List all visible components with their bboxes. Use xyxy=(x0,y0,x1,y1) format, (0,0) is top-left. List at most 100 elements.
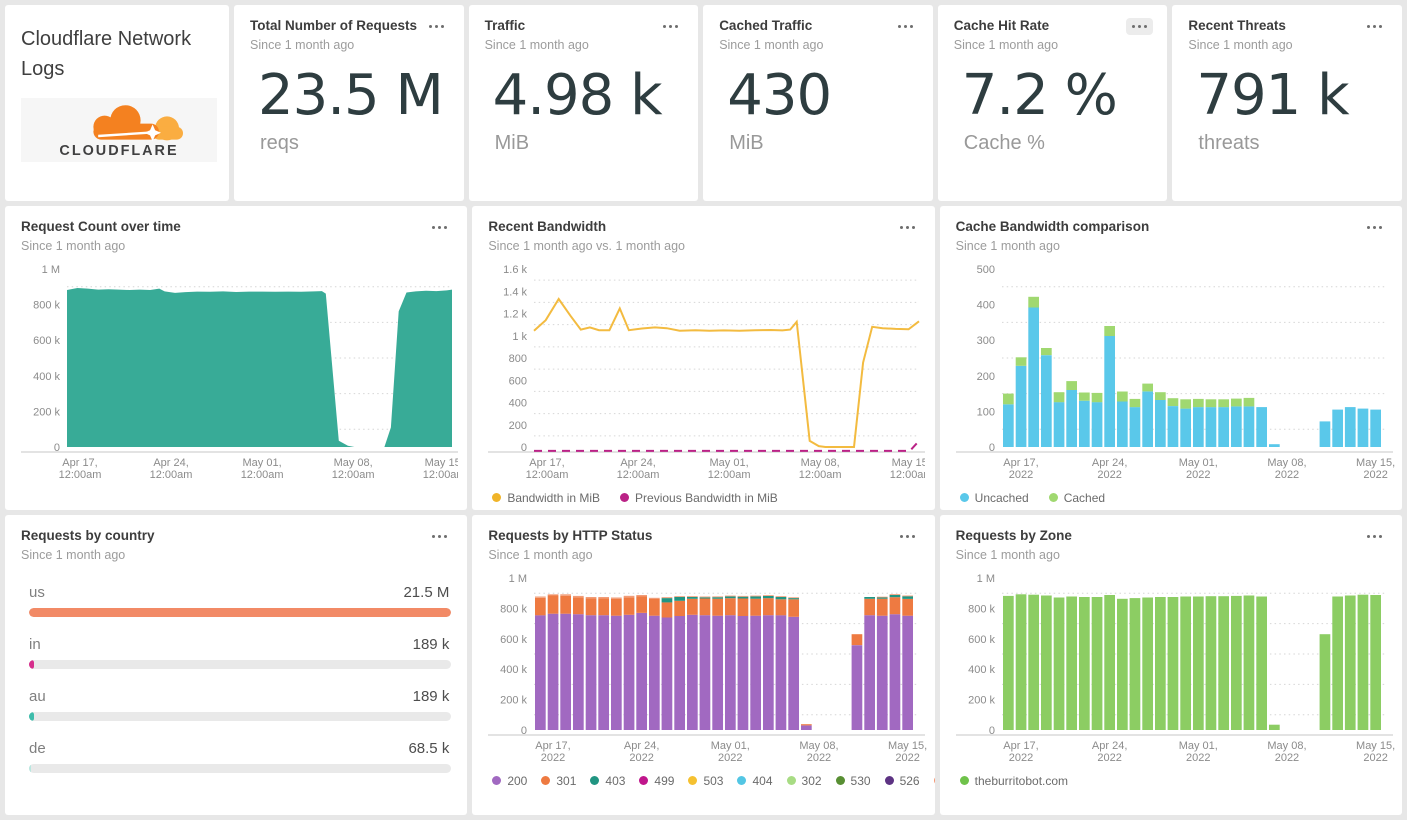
legend-item[interactable]: 526 xyxy=(884,773,920,788)
legend-item[interactable]: Bandwidth in MiB xyxy=(492,491,600,505)
more-options-icon[interactable] xyxy=(426,528,453,545)
legend-item[interactable]: theburritobot.com xyxy=(959,773,1069,788)
legend-item[interactable]: 301 xyxy=(541,774,576,788)
legend-item[interactable]: 530 xyxy=(835,774,871,788)
bar-segment xyxy=(611,598,623,616)
legend-item[interactable]: 499 xyxy=(639,774,674,788)
svg-text:2022: 2022 xyxy=(1274,469,1298,481)
panel-subtitle: Since 1 month ago xyxy=(488,547,593,562)
bar-segment xyxy=(1243,406,1254,447)
legend-dot xyxy=(492,493,502,503)
panel-subtitle: Since 1 month ago xyxy=(21,238,126,253)
svg-text:2022: 2022 xyxy=(1363,469,1387,481)
bar-segment xyxy=(699,597,711,599)
legend-item[interactable]: 200 xyxy=(492,774,527,788)
bar-segment xyxy=(1230,595,1242,730)
bar-segment xyxy=(661,597,673,598)
cloudflare-logo-image: CLOUDFLARE xyxy=(59,105,183,158)
more-options-icon[interactable] xyxy=(1126,18,1154,35)
legend-dot xyxy=(541,776,551,786)
legend-item[interactable]: 302 xyxy=(786,774,822,788)
more-options-icon[interactable] xyxy=(894,219,921,236)
legend-dot xyxy=(590,776,600,786)
cloudflare-logo-text: CLOUDFLARE xyxy=(59,143,178,158)
svg-text:Apr 24,: Apr 24, xyxy=(1092,457,1127,469)
legend-label: theburritobot.com xyxy=(974,773,1069,788)
svg-text:May 15,: May 15, xyxy=(425,457,458,469)
bar-segment xyxy=(1192,596,1204,730)
more-options-icon[interactable] xyxy=(1361,18,1388,35)
bar-segment xyxy=(763,595,775,599)
legend-label: 503 xyxy=(703,773,724,788)
cache-bandwidth-legend: Uncached Cached xyxy=(959,491,1392,505)
legend-item[interactable]: Cached xyxy=(1048,491,1105,505)
bar-segment xyxy=(674,596,686,597)
bar-segment xyxy=(1129,597,1140,730)
bar-segment xyxy=(1040,355,1052,447)
bar-segment xyxy=(1217,406,1229,447)
legend-dot xyxy=(959,776,969,786)
country-row-au: au 189 k xyxy=(21,687,452,721)
bar-segment xyxy=(889,593,901,595)
bar-segment xyxy=(1205,596,1216,730)
bar-segment xyxy=(877,596,888,598)
legend-label: 526 xyxy=(899,773,920,788)
bar-segment xyxy=(636,612,648,730)
bar-segment xyxy=(535,596,547,598)
svg-text:Apr 17,: Apr 17, xyxy=(1003,457,1038,469)
country-bar-fill xyxy=(29,711,35,721)
legend-label: 200 xyxy=(507,773,528,788)
bar-segment xyxy=(902,598,914,616)
country-bar-track xyxy=(29,607,452,617)
bar-segment xyxy=(737,615,749,730)
bar-segment xyxy=(750,615,762,730)
bar-segment xyxy=(548,594,559,596)
svg-text:600 k: 600 k xyxy=(968,634,995,646)
stat-unit: MiB xyxy=(494,131,530,154)
more-options-icon[interactable] xyxy=(892,18,919,35)
panel-cache-bandwidth: Cache Bandwidth comparison Since 1 month… xyxy=(939,206,1402,510)
legend-item[interactable]: 404 xyxy=(737,774,773,788)
more-options-icon[interactable] xyxy=(1361,528,1388,545)
svg-text:1.2 k: 1.2 k xyxy=(503,308,527,320)
bar-segment xyxy=(1091,401,1103,447)
bar-segment xyxy=(725,595,737,597)
legend-item[interactable]: 403 xyxy=(590,774,625,788)
more-options-icon[interactable] xyxy=(1361,219,1388,236)
country-value: 189 k xyxy=(412,687,450,705)
bar-segment xyxy=(851,645,863,730)
bar-segment xyxy=(560,595,572,614)
bar-segment xyxy=(1027,307,1039,447)
bar-segment xyxy=(763,598,775,616)
legend-item[interactable]: Uncached xyxy=(959,491,1029,505)
legend-item[interactable]: Previous Bandwidth in MiB xyxy=(620,491,778,505)
bar-segment xyxy=(548,595,559,614)
more-options-icon[interactable] xyxy=(426,219,453,236)
panel-title: Recent Bandwidth xyxy=(488,219,607,234)
legend-item[interactable]: 503 xyxy=(688,774,723,788)
area-series xyxy=(67,287,452,447)
more-options-icon[interactable] xyxy=(657,18,684,35)
bandwidth-legend: Bandwidth in MiB Previous Bandwidth in Mi… xyxy=(492,491,924,505)
more-options-icon[interactable] xyxy=(894,528,921,545)
bar-segment xyxy=(864,598,876,616)
bar-segment xyxy=(1357,594,1368,730)
bar-segment xyxy=(636,594,648,597)
stat-value: 791 k xyxy=(1196,62,1349,128)
svg-text:2022: 2022 xyxy=(1186,752,1210,764)
bar-segment xyxy=(737,596,749,599)
svg-text:1.6 k: 1.6 k xyxy=(503,264,527,276)
bar-segment xyxy=(737,598,749,616)
more-options-icon[interactable] xyxy=(423,18,450,35)
svg-text:200 k: 200 k xyxy=(500,694,527,706)
panel-subtitle: Since 1 month ago xyxy=(719,37,824,52)
http-status-legend: 200 301 403 499 503 404 302 530 526 524 xyxy=(492,773,935,788)
svg-text:12:00am: 12:00am xyxy=(150,469,193,481)
legend-item[interactable]: 524 xyxy=(933,774,935,788)
bar-segment xyxy=(687,596,699,599)
svg-text:2022: 2022 xyxy=(718,752,742,764)
bar-segment xyxy=(1129,398,1140,407)
stat-value: 4.98 k xyxy=(492,62,663,128)
